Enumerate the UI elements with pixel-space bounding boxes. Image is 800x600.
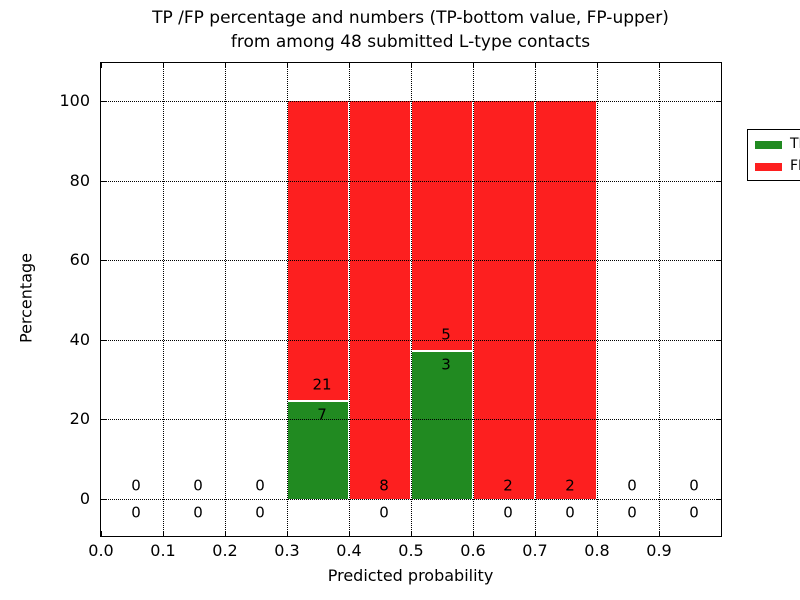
x-tick-mark <box>287 531 288 536</box>
tp-count-label: 0 <box>379 503 389 522</box>
tp-count-label: 0 <box>131 503 141 522</box>
x-tick-label: 0.7 <box>522 541 548 560</box>
y-tick-label: 0 <box>79 489 90 508</box>
x-tick-label: 0.6 <box>460 541 486 560</box>
x-tick-mark <box>163 531 164 536</box>
y-tick-mark <box>101 260 106 262</box>
y-tick-mark <box>101 419 106 421</box>
x-tick-label: 0.9 <box>646 541 672 560</box>
x-tick-mark <box>597 531 598 536</box>
x-gridline <box>659 63 660 536</box>
x-tick-mark <box>225 531 226 536</box>
legend-label-tp: TP <box>790 136 800 152</box>
x-tick-label: 0.3 <box>274 541 300 560</box>
x-tick-mark <box>349 63 350 68</box>
chart-title-line1: TP /FP percentage and numbers (TP-bottom… <box>152 8 669 28</box>
fp-count-label: 0 <box>627 476 637 495</box>
x-tick-label: 0.8 <box>584 541 610 560</box>
x-gridline <box>287 63 288 536</box>
fp-bar <box>412 101 472 350</box>
x-tick-mark <box>225 63 226 68</box>
x-tick-mark <box>101 63 102 68</box>
x-tick-mark <box>659 63 660 68</box>
tp-color-swatch <box>755 140 782 149</box>
x-tick-mark <box>659 531 660 536</box>
y-tick-mark <box>716 101 721 102</box>
fp-count-label: 0 <box>689 476 699 495</box>
y-tick-mark <box>716 419 721 421</box>
chart-title: TP /FP percentage and numbers (TP-bottom… <box>100 6 721 54</box>
y-tick-mark <box>716 339 721 341</box>
y-tick-mark <box>716 180 721 182</box>
fp-bar <box>350 101 410 499</box>
fp-color-swatch <box>755 162 782 171</box>
fp-count-label: 0 <box>131 476 141 495</box>
legend: TP FP <box>747 129 800 181</box>
x-tick-label: 0.1 <box>150 541 176 560</box>
x-tick-mark <box>473 531 474 536</box>
tp-count-label: 0 <box>193 503 203 522</box>
tp-bar <box>288 399 348 499</box>
y-tick-mark <box>101 499 106 500</box>
y-tick-label: 60 <box>69 250 90 270</box>
fp-count-label: 2 <box>503 476 513 495</box>
fp-count-label: 0 <box>255 476 265 495</box>
x-gridline <box>225 63 226 536</box>
tp-count-label: 0 <box>689 503 699 522</box>
x-tick-mark <box>411 63 412 68</box>
x-tick-mark <box>535 63 536 68</box>
x-tick-mark <box>597 63 598 68</box>
y-tick-mark <box>101 101 106 102</box>
x-tick-mark <box>411 531 412 536</box>
y-tick-label: 20 <box>69 409 90 429</box>
x-gridline <box>473 63 474 536</box>
tp-count-label: 0 <box>255 503 265 522</box>
x-gridline <box>411 63 412 536</box>
plot-area: TP FP 0 0 0 0 0 0 21 7 8 0 5 3 2 0 2 0 0 0 0 0 <box>100 62 800 537</box>
legend-label-fp: FP <box>790 158 800 174</box>
y-tick-mark <box>716 499 721 500</box>
x-gridline <box>597 63 598 536</box>
x-tick-mark <box>287 63 288 68</box>
y-tick-label: 80 <box>69 170 90 190</box>
x-gridline <box>163 63 164 536</box>
x-tick-label: 0.2 <box>212 541 238 560</box>
legend-entry-fp: FP <box>755 158 800 175</box>
x-tick-mark <box>101 531 102 536</box>
legend-entry-tp: TP <box>755 136 800 153</box>
tp-bar <box>412 349 472 499</box>
fp-bar <box>288 101 348 400</box>
x-tick-label: 0.5 <box>398 541 424 560</box>
x-tick-mark <box>535 531 536 536</box>
y-tick-label: 100 <box>59 91 90 110</box>
y-tick-mark <box>101 339 106 341</box>
y-tick-mark <box>716 260 721 262</box>
fp-count-label: 0 <box>193 476 203 495</box>
y-tick-mark <box>101 180 106 182</box>
fp-bar <box>536 101 596 499</box>
tp-count-label: 0 <box>565 503 575 522</box>
fp-count-label: 21 <box>312 375 332 393</box>
x-tick-mark <box>349 531 350 536</box>
chart-title-line2: from among 48 submitted L-type contacts <box>230 32 591 52</box>
fp-count-label: 8 <box>379 476 389 495</box>
fp-count-label: 5 <box>441 325 451 344</box>
y-tick-label: 40 <box>69 329 90 349</box>
x-axis-label: Predicted probability <box>327 566 494 585</box>
x-tick-label: 0.0 <box>88 541 114 560</box>
fp-bar <box>474 101 534 499</box>
x-tick-mark <box>473 63 474 68</box>
tp-count-label: 3 <box>441 355 451 374</box>
tp-count-label: 0 <box>627 503 637 522</box>
tp-count-label: 0 <box>503 503 513 522</box>
x-gridline <box>349 63 350 536</box>
x-gridline <box>535 63 536 536</box>
tp-count-label: 7 <box>317 405 327 423</box>
fp-count-label: 2 <box>565 476 575 495</box>
x-tick-label: 0.4 <box>336 541 362 560</box>
x-tick-mark <box>163 63 164 68</box>
